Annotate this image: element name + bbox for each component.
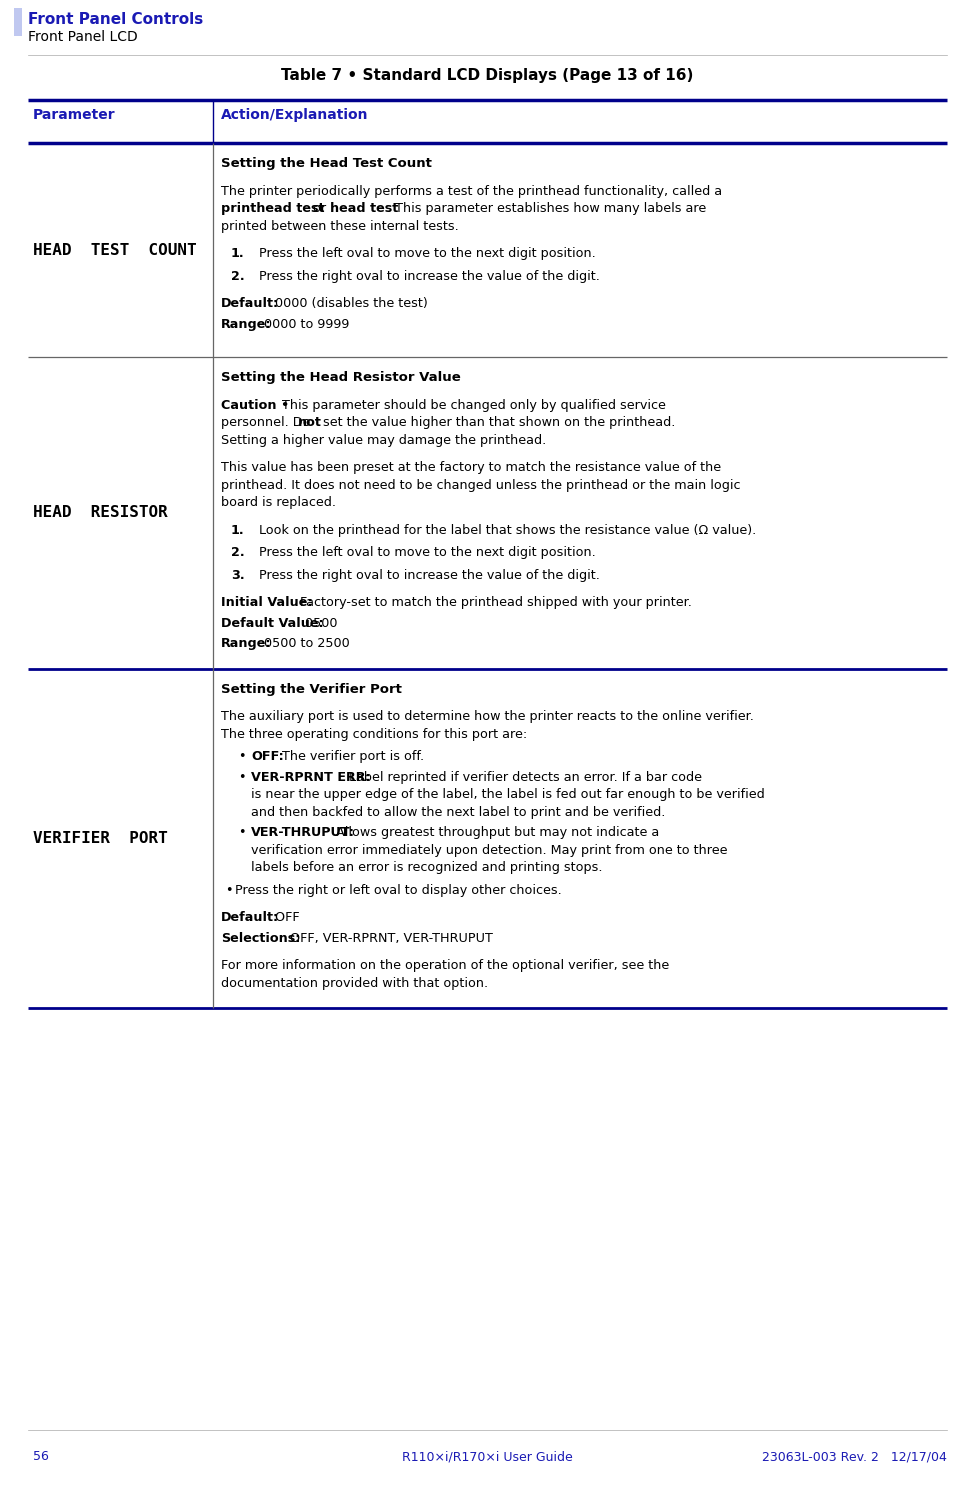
Text: 2.: 2. [231,547,245,559]
Text: OFF, VER-RPRNT, VER-THRUPUT: OFF, VER-RPRNT, VER-THRUPUT [286,932,493,944]
Text: This parameter should be changed only by qualified service: This parameter should be changed only by… [278,399,666,411]
Text: printhead test: printhead test [221,202,325,215]
Text: not: not [298,416,322,429]
Text: OFF: OFF [271,911,299,925]
Text: The three operating conditions for this port are:: The three operating conditions for this … [221,727,527,741]
Text: Front Panel LCD: Front Panel LCD [28,30,137,44]
Text: Setting the Head Resistor Value: Setting the Head Resistor Value [221,370,461,384]
Text: The printer periodically performs a test of the printhead functionality, called : The printer periodically performs a test… [221,185,722,197]
Text: 0500 to 2500: 0500 to 2500 [260,637,350,651]
Text: •: • [238,825,246,839]
Text: HEAD  TEST  COUNT: HEAD TEST COUNT [33,242,197,258]
Text: Front Panel Controls: Front Panel Controls [28,12,203,27]
Text: For more information on the operation of the optional verifier, see the: For more information on the operation of… [221,959,669,971]
Text: Range:: Range: [221,318,271,330]
Text: personnel. Do: personnel. Do [221,416,315,429]
Text: 56: 56 [33,1450,49,1462]
Text: VERIFIER  PORT: VERIFIER PORT [33,831,168,846]
Text: labels before an error is recognized and printing stops.: labels before an error is recognized and… [251,861,603,873]
Text: or: or [309,202,331,215]
Text: Default Value:: Default Value: [221,616,324,630]
Text: 3.: 3. [231,568,245,581]
Text: The verifier port is off.: The verifier port is off. [278,750,424,764]
Text: •: • [238,750,246,764]
Text: VER-RPRNT ERR:: VER-RPRNT ERR: [251,771,370,783]
Text: Look on the printhead for the label that shows the resistance value (Ω value).: Look on the printhead for the label that… [259,524,757,536]
Text: 1.: 1. [231,247,245,261]
Text: Allows greatest throughput but may not indicate a: Allows greatest throughput but may not i… [332,825,659,839]
Text: Setting the Verifier Port: Setting the Verifier Port [221,682,402,696]
Text: printed between these internal tests.: printed between these internal tests. [221,220,459,232]
Text: Parameter: Parameter [33,108,116,122]
Text: Default:: Default: [221,911,279,925]
Text: Action/Explanation: Action/Explanation [221,108,369,122]
Text: Setting a higher value may damage the printhead.: Setting a higher value may damage the pr… [221,434,546,446]
Bar [14,8,22,36]
Text: Press the right or left oval to display other choices.: Press the right or left oval to display … [235,884,562,896]
Text: Setting the Head Test Count: Setting the Head Test Count [221,157,432,170]
Text: Initial Value:: Initial Value: [221,596,313,608]
Text: printhead. It does not need to be changed unless the printhead or the main logic: printhead. It does not need to be change… [221,479,740,491]
Text: R110×i/R170×i User Guide: R110×i/R170×i User Guide [402,1450,572,1462]
Text: Caution •: Caution • [221,399,290,411]
Text: •: • [238,771,246,783]
Text: 1.: 1. [231,524,245,536]
Text: OFF:: OFF: [251,750,284,764]
Text: •: • [225,884,232,896]
Text: documentation provided with that option.: documentation provided with that option. [221,976,488,989]
Text: This value has been preset at the factory to match the resistance value of the: This value has been preset at the factor… [221,461,722,474]
Text: The auxiliary port is used to determine how the printer reacts to the online ver: The auxiliary port is used to determine … [221,709,754,723]
Text: Label reprinted if verifier detects an error. If a bar code: Label reprinted if verifier detects an e… [345,771,702,783]
Text: 0500: 0500 [301,616,337,630]
Text: HEAD  RESISTOR: HEAD RESISTOR [33,505,168,520]
Text: . This parameter establishes how many labels are: . This parameter establishes how many la… [387,202,706,215]
Text: 0000 (disables the test): 0000 (disables the test) [271,297,428,310]
Text: 23063L-003 Rev. 2   12/17/04: 23063L-003 Rev. 2 12/17/04 [762,1450,947,1462]
Text: set the value higher than that shown on the printhead.: set the value higher than that shown on … [319,416,676,429]
Text: Selections:: Selections: [221,932,300,944]
Text: Press the right oval to increase the value of the digit.: Press the right oval to increase the val… [259,270,600,283]
Text: Press the left oval to move to the next digit position.: Press the left oval to move to the next … [259,547,596,559]
Text: board is replaced.: board is replaced. [221,495,336,509]
Text: head test: head test [330,202,398,215]
Text: 0000 to 9999: 0000 to 9999 [260,318,349,330]
Text: VER-THRUPUT:: VER-THRUPUT: [251,825,355,839]
Text: Factory-set to match the printhead shipped with your printer.: Factory-set to match the printhead shipp… [296,596,692,608]
Text: Press the left oval to move to the next digit position.: Press the left oval to move to the next … [259,247,596,261]
Text: Default:: Default: [221,297,279,310]
Text: Range:: Range: [221,637,271,651]
Text: is near the upper edge of the label, the label is fed out far enough to be verif: is near the upper edge of the label, the… [251,788,764,801]
Text: Press the right oval to increase the value of the digit.: Press the right oval to increase the val… [259,568,600,581]
Text: verification error immediately upon detection. May print from one to three: verification error immediately upon dete… [251,843,727,857]
Text: 2.: 2. [231,270,245,283]
Text: Table 7 • Standard LCD Displays (Page 13 of 16): Table 7 • Standard LCD Displays (Page 13… [281,68,693,83]
Text: and then backfed to allow the next label to print and be verified.: and then backfed to allow the next label… [251,806,665,818]
